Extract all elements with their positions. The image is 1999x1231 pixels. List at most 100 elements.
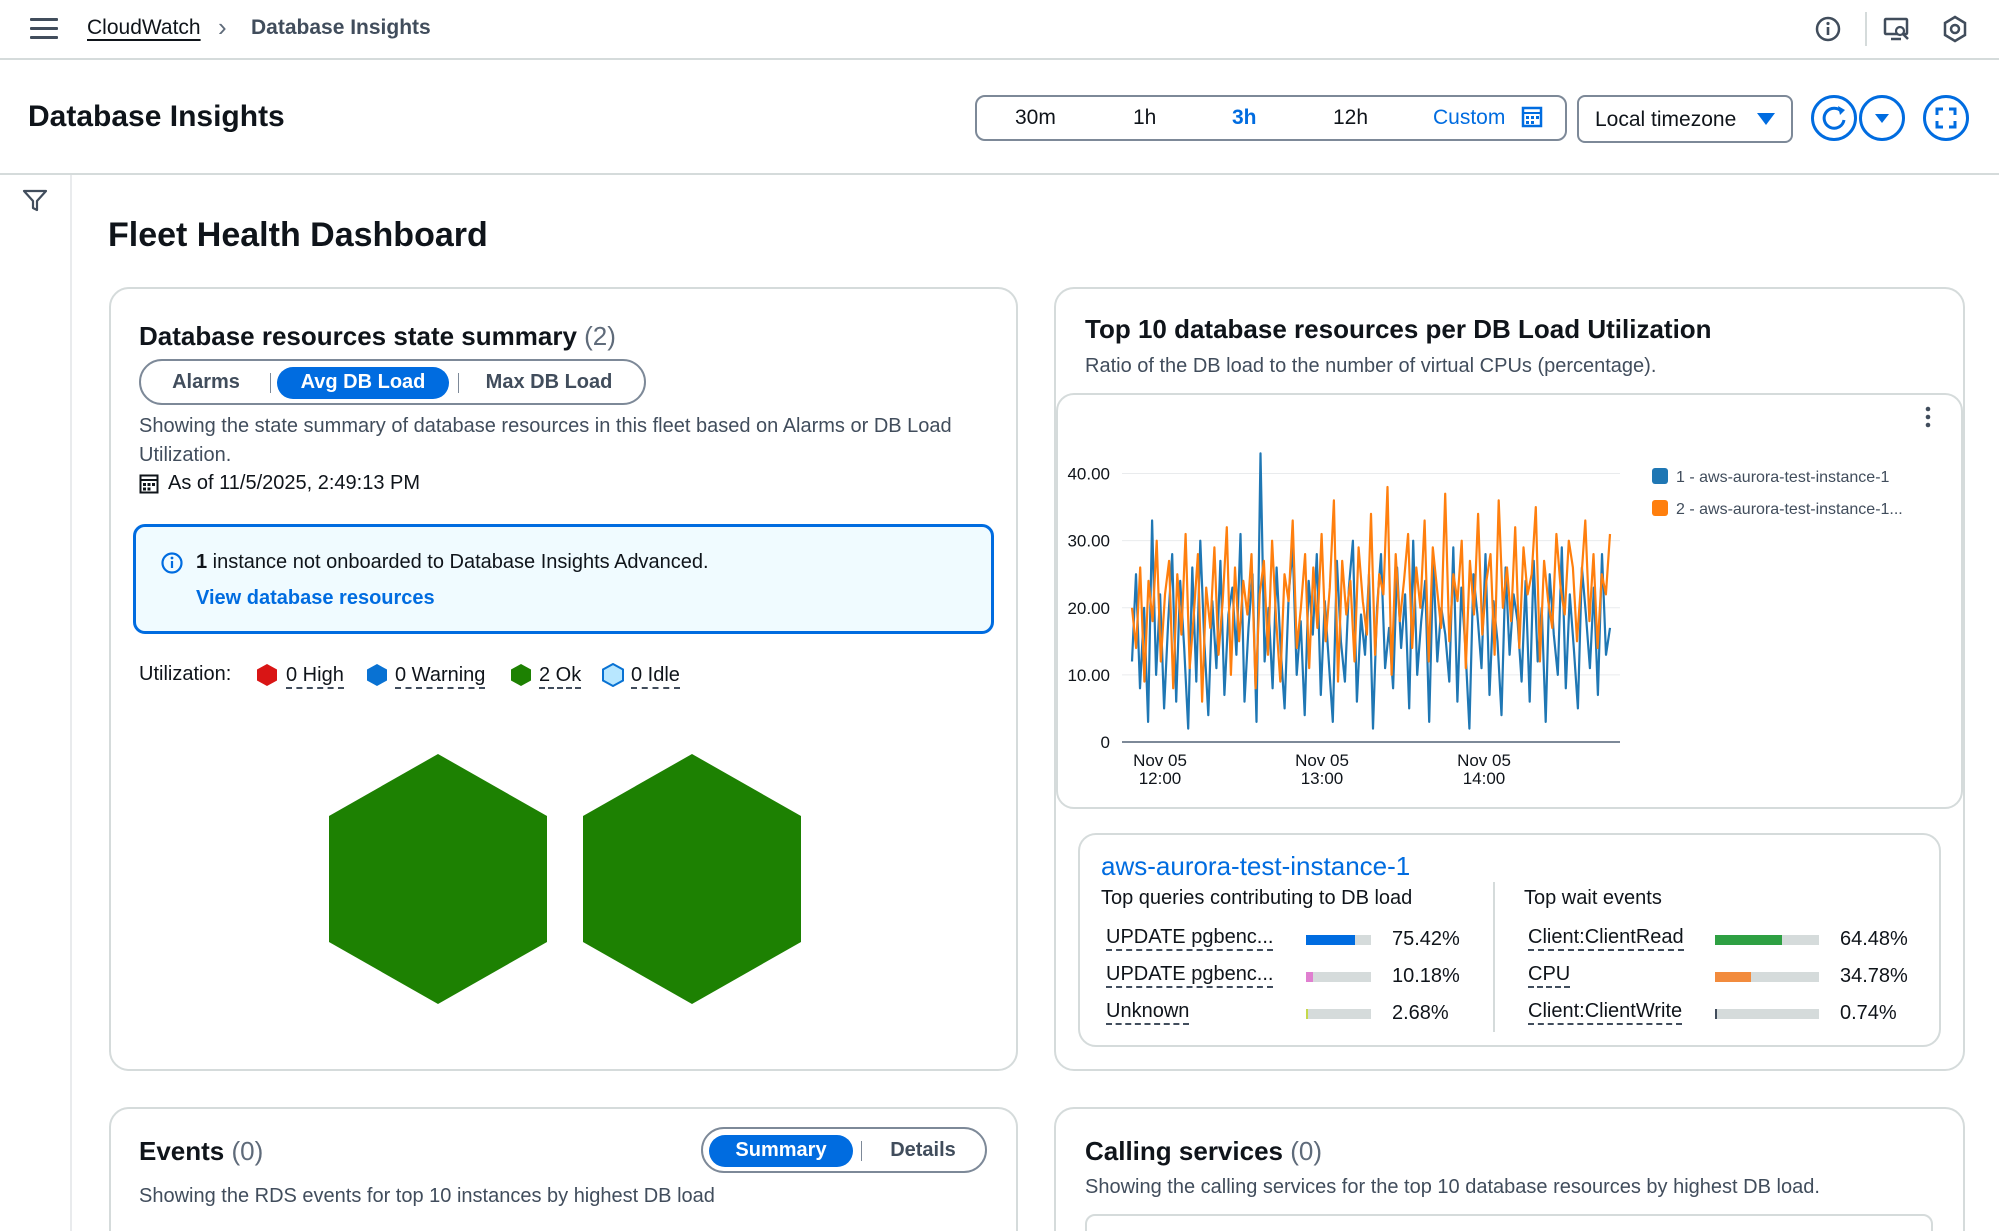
query-row-label[interactable]: UPDATE pgbenc... — [1106, 925, 1274, 951]
wait-event-label[interactable]: CPU — [1528, 962, 1571, 988]
top-wait-events-heading: Top wait events — [1524, 887, 1662, 909]
view-database-resources-link[interactable]: View database resources — [196, 587, 435, 609]
info-count: 1 — [196, 551, 208, 573]
info-message-text: instance not onboarded to Database Insig… — [207, 551, 709, 573]
query-bar-fill — [1306, 972, 1313, 982]
query-pct: 75.42% — [1392, 928, 1460, 950]
events-count: (0) — [231, 1136, 264, 1166]
calendar-icon — [1521, 106, 1543, 128]
tab-max-db-load[interactable]: Max DB Load — [485, 371, 613, 393]
tab-alarms[interactable]: Alarms — [172, 371, 240, 393]
top10-title: Top 10 database resources per DB Load Ut… — [1085, 314, 1712, 344]
legend-swatch — [1652, 500, 1668, 516]
calling-services-count: (0) — [1290, 1136, 1323, 1166]
timezone-select[interactable]: Local timezone — [1577, 95, 1793, 143]
legend-ok[interactable]: 2 Ok — [539, 663, 582, 689]
legend-high[interactable]: 0 High — [286, 663, 344, 689]
wait-bar-fill — [1715, 935, 1783, 945]
query-bar-fill — [1306, 1009, 1308, 1019]
x-tick-label: Nov 05 — [1295, 751, 1349, 770]
wait-pct: 34.78% — [1840, 965, 1908, 987]
wait-bar — [1715, 935, 1819, 945]
legend-series-2-label: 2 - aws-aurora-test-instance-1... — [1676, 501, 1903, 518]
refresh-icon — [1822, 106, 1846, 130]
query-bar — [1306, 935, 1371, 945]
instance-hexagon[interactable] — [329, 754, 547, 1004]
query-pct: 2.68% — [1392, 1002, 1449, 1024]
info-message: 1 instance not onboarded to Database Ins… — [196, 551, 709, 574]
caret-down-icon — [1757, 113, 1775, 125]
wait-bar-fill — [1715, 1009, 1717, 1019]
side-rail — [0, 175, 72, 1231]
divider — [458, 373, 459, 393]
range-30m[interactable]: 30m — [1015, 106, 1056, 129]
top-queries-heading: Top queries contributing to DB load — [1101, 887, 1413, 909]
filter-icon[interactable] — [22, 188, 48, 214]
fullscreen-button[interactable] — [1923, 95, 1969, 141]
dashboard-title: Fleet Health Dashboard — [108, 216, 488, 254]
instance-link[interactable]: aws-aurora-test-instance-1 — [1101, 851, 1411, 881]
query-bar — [1306, 972, 1371, 982]
as-of-timestamp: As of 11/5/2025, 2:49:13 PM — [168, 472, 421, 494]
info-icon — [161, 552, 183, 574]
range-3h[interactable]: 3h — [1232, 106, 1257, 129]
calling-services-table — [1085, 1214, 1933, 1231]
refresh-options-button[interactable] — [1859, 95, 1905, 141]
hexagon-ok-icon — [511, 664, 531, 686]
x-tick-label: Nov 05 — [1133, 751, 1187, 770]
menu-icon[interactable] — [30, 18, 58, 40]
events-tabs: Summary Details — [701, 1127, 987, 1173]
legend-series-1[interactable]: 1 - aws-aurora-test-instance-1 — [1652, 468, 1889, 487]
calling-services-description: Showing the calling services for the top… — [1085, 1176, 1820, 1198]
events-title: Events (0) — [139, 1136, 263, 1167]
tab-details[interactable]: Details — [890, 1139, 956, 1161]
legend-warning[interactable]: 0 Warning — [395, 663, 486, 689]
hexagon-idle-icon — [602, 663, 624, 687]
divider — [1865, 12, 1867, 46]
tab-summary[interactable]: Summary — [709, 1135, 853, 1167]
y-tick-label: 0 — [1101, 733, 1110, 752]
caret-down-icon — [1875, 114, 1889, 123]
legend-series-2[interactable]: 2 - aws-aurora-test-instance-1... — [1652, 500, 1903, 519]
x-tick-label: Nov 05 — [1457, 751, 1511, 770]
events-description: Showing the RDS events for top 10 instan… — [139, 1185, 715, 1207]
calling-services-card — [1054, 1107, 1965, 1231]
wait-event-label[interactable]: Client:ClientWrite — [1528, 999, 1683, 1025]
legend-series-1-label: 1 - aws-aurora-test-instance-1 — [1676, 469, 1890, 486]
chevron-right-icon: › — [218, 12, 227, 42]
timezone-value: Local timezone — [1595, 108, 1737, 131]
y-tick-label: 40.00 — [1067, 465, 1110, 484]
page-header: Database Insights 30m 1h 3h 12h Custom L… — [0, 60, 1999, 175]
instance-hexagon[interactable] — [583, 754, 801, 1004]
breadcrumb-cloudwatch[interactable]: CloudWatch — [87, 16, 201, 39]
monitor-search-icon[interactable] — [1882, 14, 1912, 44]
top10-subtitle: Ratio of the DB load to the number of vi… — [1085, 355, 1657, 377]
more-options-icon[interactable] — [1920, 404, 1936, 430]
state-summary-description: Showing the state summary of database re… — [139, 415, 952, 466]
hexagon-map — [329, 754, 801, 1004]
settings-icon[interactable] — [1940, 14, 1970, 44]
hexagon-high-icon — [257, 664, 277, 686]
wait-pct: 0.74% — [1840, 1002, 1897, 1024]
info-alert: 1 instance not onboarded to Database Ins… — [133, 524, 994, 634]
utilization-label: Utilization: — [139, 663, 232, 685]
series-line-2 — [1130, 485, 1612, 703]
legend-idle[interactable]: 0 Idle — [631, 663, 680, 689]
range-custom[interactable]: Custom — [1433, 106, 1506, 129]
query-bar-fill — [1306, 935, 1356, 945]
wait-event-label[interactable]: Client:ClientRead — [1528, 925, 1684, 951]
tab-avg-db-load[interactable]: Avg DB Load — [277, 367, 449, 399]
top-navigation: CloudWatch › Database Insights — [0, 0, 1999, 60]
query-row-label[interactable]: UPDATE pgbenc... — [1106, 962, 1274, 988]
fullscreen-icon — [1935, 107, 1957, 129]
query-bar — [1306, 1009, 1371, 1019]
refresh-button[interactable] — [1811, 95, 1857, 141]
query-row-label[interactable]: Unknown — [1106, 999, 1190, 1025]
y-tick-label: 30.00 — [1067, 532, 1110, 551]
page-title: Database Insights — [28, 100, 285, 133]
range-12h[interactable]: 12h — [1333, 106, 1369, 129]
range-1h[interactable]: 1h — [1133, 106, 1157, 129]
state-summary-title-text: Database resources state summary — [139, 321, 577, 351]
info-icon[interactable] — [1813, 14, 1843, 44]
